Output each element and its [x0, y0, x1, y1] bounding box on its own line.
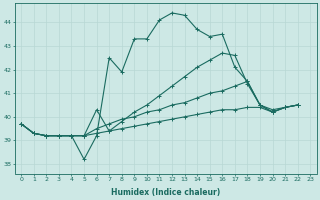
X-axis label: Humidex (Indice chaleur): Humidex (Indice chaleur): [111, 188, 220, 197]
